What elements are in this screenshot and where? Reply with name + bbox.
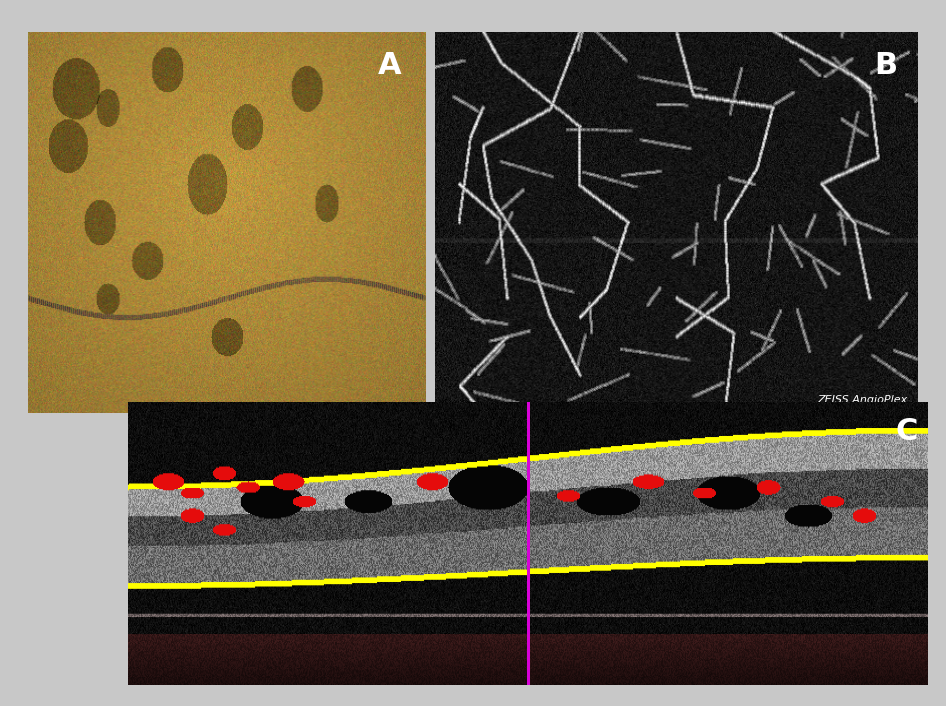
Text: B: B (874, 51, 898, 80)
Text: C: C (895, 417, 918, 445)
Text: A: A (378, 51, 402, 80)
Text: ZEISS AngioPlex: ZEISS AngioPlex (817, 395, 908, 405)
